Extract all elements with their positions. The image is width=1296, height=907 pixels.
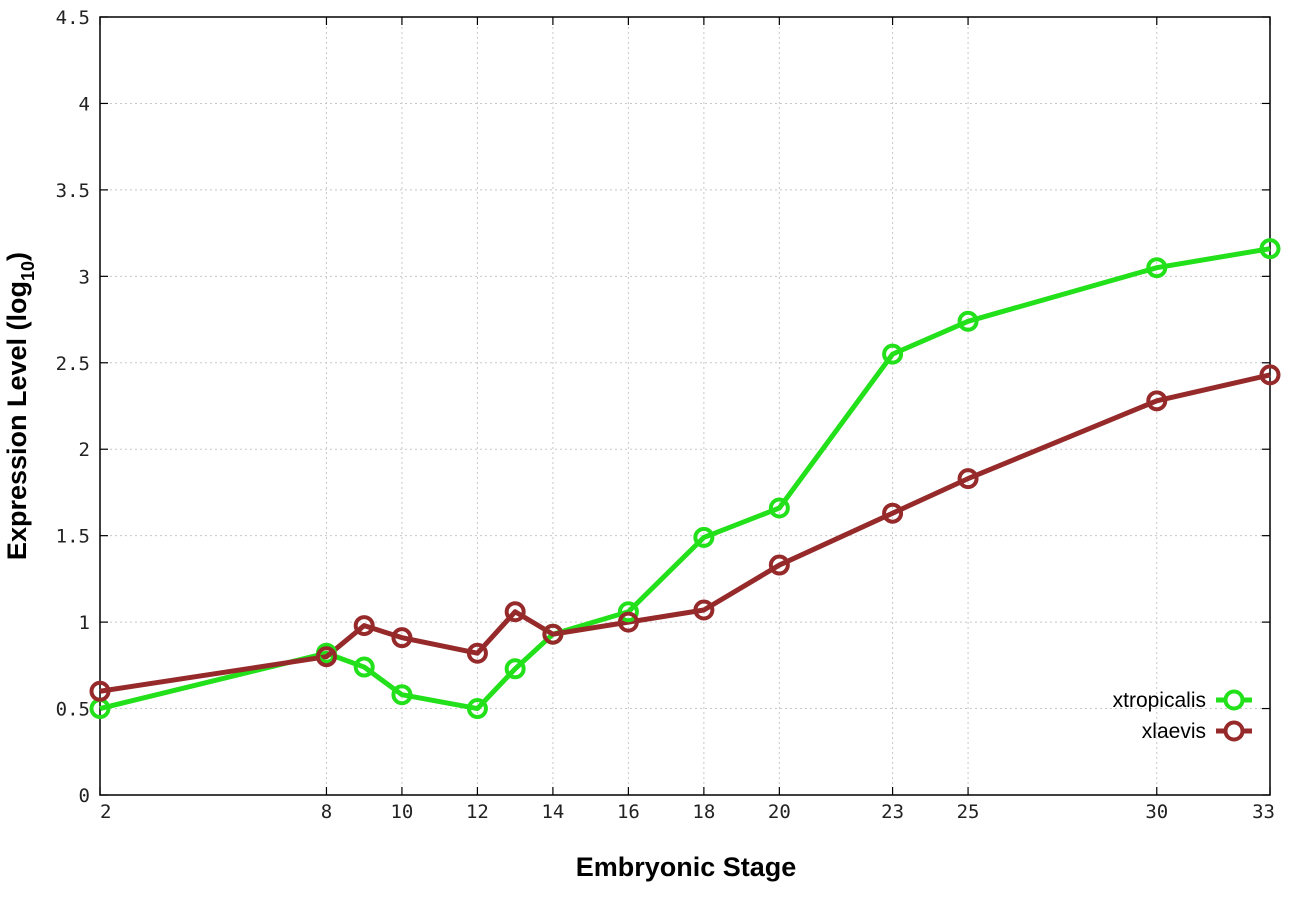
x-tick-label: 23 — [881, 801, 904, 823]
y-tick-label: 1.5 — [56, 526, 90, 548]
x-tick-label: 33 — [1252, 801, 1275, 823]
x-tick-label: 12 — [466, 801, 489, 823]
y-tick-label: 4.5 — [56, 7, 90, 29]
legend-label: xtropicalis — [1113, 689, 1206, 712]
x-tick-label: 16 — [617, 801, 640, 823]
data-point-xlaevis — [466, 642, 488, 664]
data-point-xlaevis — [504, 601, 526, 623]
tick-layer: 0 0.5 1 1.5 2 2.5 3 3.5 4 4.5 2 8 10 12 14 16 18 20 23 25 30… — [56, 7, 1275, 823]
y-axis-title-main: Expression Level (log — [2, 281, 32, 560]
legend-swatch-marker — [1223, 720, 1245, 742]
series-line-xtropicalis — [99, 246, 1271, 712]
data-point-xtropicalis — [617, 601, 639, 623]
data-point-xtropicalis — [882, 343, 904, 365]
data-point-xlaevis — [1146, 390, 1168, 412]
y-tick-label: 0.5 — [56, 699, 90, 721]
y-axis-title: Expression Level (log10) — [2, 252, 38, 560]
data-point-xlaevis — [768, 554, 790, 576]
x-tick-label: 10 — [390, 801, 413, 823]
x-tick-label: 30 — [1145, 801, 1168, 823]
y-axis-title-subscript: 10 — [18, 261, 38, 281]
legend-swatch-marker — [1223, 689, 1245, 711]
legend-label: xlaevis — [1142, 720, 1206, 743]
data-point-xtropicalis — [693, 526, 715, 548]
x-tick-label: 18 — [692, 801, 715, 823]
data-point-xlaevis — [542, 623, 564, 645]
plot-frame — [99, 16, 1271, 796]
data-point-xlaevis — [353, 615, 375, 637]
data-point-xlaevis — [391, 627, 413, 649]
x-tick-label: 14 — [541, 801, 564, 823]
data-point-xtropicalis — [768, 497, 790, 519]
data-point-xlaevis — [1259, 364, 1281, 386]
data-point-xlaevis — [315, 646, 337, 668]
data-point-xtropicalis — [504, 658, 526, 680]
data-point-xtropicalis — [1146, 257, 1168, 279]
y-tick-label: 2.5 — [56, 353, 90, 375]
legend: xtropicalis xlaevis — [1113, 689, 1252, 743]
y-axis-title-close: ) — [2, 252, 32, 261]
data-point-xtropicalis — [1259, 238, 1281, 260]
y-tick-label: 0 — [79, 785, 90, 807]
data-point-xtropicalis — [353, 656, 375, 678]
data-point-xlaevis — [693, 599, 715, 621]
data-point-xlaevis — [89, 680, 111, 702]
y-tick-label: 3 — [79, 266, 90, 288]
x-axis-title: Embryonic Stage — [576, 852, 797, 882]
y-tick-label: 3.5 — [56, 180, 90, 202]
data-point-xtropicalis — [957, 310, 979, 332]
y-tick-label: 1 — [79, 612, 90, 634]
x-tick-label: 20 — [768, 801, 791, 823]
y-tick-label: 2 — [79, 439, 90, 461]
data-point-xtropicalis — [466, 698, 488, 720]
x-tick-label: 25 — [957, 801, 980, 823]
data-point-xlaevis — [617, 611, 639, 633]
data-point-xlaevis — [882, 502, 904, 524]
data-point-xtropicalis — [391, 684, 413, 706]
x-tick-label: 8 — [321, 801, 332, 823]
grid-layer — [100, 17, 1270, 795]
data-point-xlaevis — [957, 468, 979, 490]
x-tick-label: 2 — [100, 801, 111, 823]
series-line-xlaevis — [99, 372, 1271, 694]
y-tick-label: 4 — [79, 93, 90, 115]
series-layer — [89, 238, 1281, 720]
